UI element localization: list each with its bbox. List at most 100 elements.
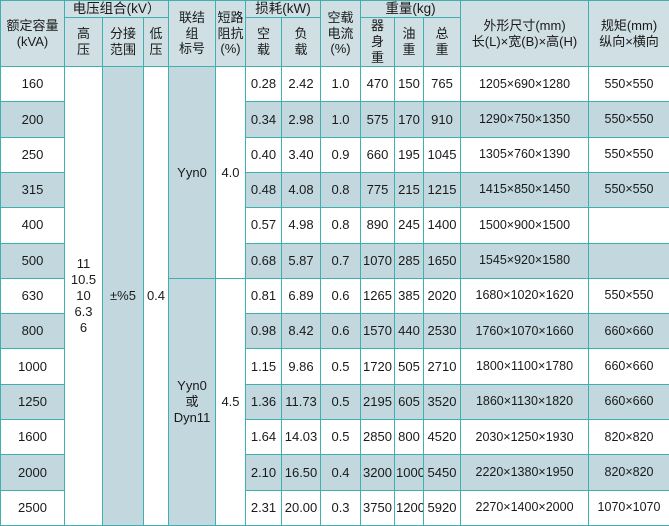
cell-weight-total: 2710 — [423, 348, 462, 385]
cell-no-load-current: 0.5 — [320, 383, 362, 421]
cell-loss-load: 9.86 — [280, 348, 322, 385]
header-no-load-current-l2: 电流 — [327, 25, 354, 41]
table-row: 1000 1.15 9.86 0.5 1720 505 2710 1800×1100×1780… — [0, 348, 669, 385]
cell-dimensions: 1760×1070×1660 — [460, 313, 590, 350]
header-lv-l2: 压 — [149, 42, 163, 58]
table-row: 500 0.68 5.87 0.7 1070 285 1650 1545×920×1580 — [0, 242, 669, 279]
cell-track-gauge: 550×550 — [588, 277, 669, 315]
cell-weight-total: 5450 — [423, 454, 462, 491]
header-track-l1: 规矩(mm) — [600, 17, 658, 33]
cell-rated-capacity: 1250 — [0, 383, 65, 421]
cell-loss-load: 2.42 — [280, 66, 322, 103]
table-row: 250 0.40 3.40 0.9 660 195 1045 1305×760×1390 550… — [0, 136, 669, 173]
table-row: 2500 2.31 20.00 0.3 3750 1200 5920 2270×1400×20… — [0, 489, 669, 526]
header-connection-l2: 组 — [185, 25, 199, 41]
header-loss-no-load-l1: 空 — [256, 26, 270, 42]
cell-weight-total: 1045 — [423, 136, 462, 173]
header-low-voltage: 低 压 — [143, 17, 169, 68]
cell-weight-body: 2850 — [360, 419, 396, 456]
cell-loss-no-load: 0.68 — [245, 242, 282, 279]
cell-weight-oil: 215 — [394, 171, 425, 209]
cell-weight-total: 765 — [423, 66, 462, 103]
cell-weight-oil: 150 — [394, 66, 425, 103]
cell-no-load-current: 0.8 — [320, 207, 362, 244]
cell-impedance: 4.5 — [215, 277, 246, 526]
cell-weight-body: 470 — [360, 66, 396, 103]
cell-weight-total: 5920 — [423, 489, 462, 526]
header-weight-total-l1: 总 — [435, 26, 449, 42]
cell-track-gauge: 550×550 — [588, 136, 669, 173]
header-weight-body: 器 身 重 — [360, 17, 396, 68]
cell-loss-load: 8.42 — [280, 313, 322, 350]
cell-loss-no-load: 0.57 — [245, 207, 282, 244]
header-rated-capacity-line1: 额定容量 — [6, 17, 59, 33]
hv-value: 6 — [79, 319, 88, 335]
header-loss-load: 负 载 — [280, 17, 322, 68]
header-connection-l1: 联结 — [178, 9, 205, 25]
header-rated-capacity: 额定容量 (kVA) — [0, 0, 65, 68]
cell-dimensions: 2270×1400×2000 — [460, 489, 590, 526]
cell-rated-capacity: 500 — [0, 242, 65, 279]
table-row: 1600 1.64 14.03 0.5 2850 800 4520 2030×1250×193… — [0, 419, 669, 456]
cell-rated-capacity: 1600 — [0, 419, 65, 456]
cell-connection-symbol: Yyn0 或 Dyn11 — [168, 277, 216, 526]
cell-no-load-current: 0.7 — [320, 242, 362, 279]
header-rated-capacity-line2: (kVA) — [16, 33, 49, 49]
cell-dimensions: 1415×850×1450 — [460, 171, 590, 209]
header-dimensions: 外形尺寸(mm) 长(L)×宽(B)×高(H) — [460, 0, 590, 68]
cell-dimensions: 1680×1020×1620 — [460, 277, 590, 315]
cell-no-load-current: 0.8 — [320, 171, 362, 209]
cell-weight-oil: 245 — [394, 207, 425, 244]
cell-weight-oil: 605 — [394, 383, 425, 421]
cell-track-gauge: 550×550 — [588, 171, 669, 209]
cell-loss-load: 2.98 — [280, 101, 322, 138]
table-row: 400 0.57 4.98 0.8 890 245 1400 1500×900×1500 — [0, 207, 669, 244]
header-impedance: 短路 阻抗 (%) — [215, 0, 246, 68]
cell-track-gauge: 550×550 — [588, 101, 669, 138]
cell-track-gauge: 660×660 — [588, 313, 669, 350]
cell-dimensions: 1500×900×1500 — [460, 207, 590, 244]
cell-loss-load: 11.73 — [280, 383, 322, 421]
cell-weight-total: 3520 — [423, 383, 462, 421]
cell-tap-range: ±%5 — [102, 66, 144, 526]
cell-loss-load: 16.50 — [280, 454, 322, 491]
header-impedance-l3: (%) — [220, 41, 241, 57]
header-no-load-current: 空载 电流 (%) — [320, 0, 362, 68]
cell-weight-oil: 1200 — [394, 489, 425, 526]
cell-weight-oil: 195 — [394, 136, 425, 173]
cell-weight-total: 2530 — [423, 313, 462, 350]
hv-value: 11 — [76, 256, 91, 272]
cell-weight-oil: 1000 — [394, 454, 425, 491]
header-weight-body-l1: 器 — [371, 18, 385, 34]
header-connection-symbol: 联结 组 标号 — [168, 0, 216, 68]
cell-track-gauge: 1070×1070 — [588, 489, 669, 526]
cell-no-load-current: 0.5 — [320, 348, 362, 385]
cell-track-gauge: 660×660 — [588, 348, 669, 385]
cell-weight-body: 1570 — [360, 313, 396, 350]
cell-loss-load: 14.03 — [280, 419, 322, 456]
cell-weight-total: 1650 — [423, 242, 462, 279]
cell-dimensions: 1205×690×1280 — [460, 66, 590, 103]
cell-rated-capacity: 2000 — [0, 454, 65, 491]
cell-rated-capacity: 200 — [0, 101, 65, 138]
header-weight-oil-l1: 油 — [402, 26, 416, 42]
cell-loss-no-load: 2.10 — [245, 454, 282, 491]
cell-weight-oil: 170 — [394, 101, 425, 138]
cell-rated-capacity: 2500 — [0, 489, 65, 526]
header-dimensions-l1: 外形尺寸(mm) — [483, 17, 566, 33]
cell-loss-load: 3.40 — [280, 136, 322, 173]
header-weight-total: 总 重 — [423, 17, 462, 68]
cell-dimensions: 1800×1100×1780 — [460, 348, 590, 385]
cell-loss-no-load: 1.15 — [245, 348, 282, 385]
cell-no-load-current: 0.5 — [320, 419, 362, 456]
cell-weight-oil: 385 — [394, 277, 425, 315]
header-high-voltage: 高 压 — [64, 17, 103, 68]
cell-weight-oil: 505 — [394, 348, 425, 385]
cell-loss-load: 20.00 — [280, 489, 322, 526]
cell-track-gauge — [588, 207, 669, 244]
header-weight-body-l3: 重 — [371, 50, 385, 66]
cell-loss-no-load: 0.34 — [245, 101, 282, 138]
header-weight-oil-l2: 重 — [402, 42, 416, 58]
hv-value: 10.5 — [70, 272, 97, 288]
